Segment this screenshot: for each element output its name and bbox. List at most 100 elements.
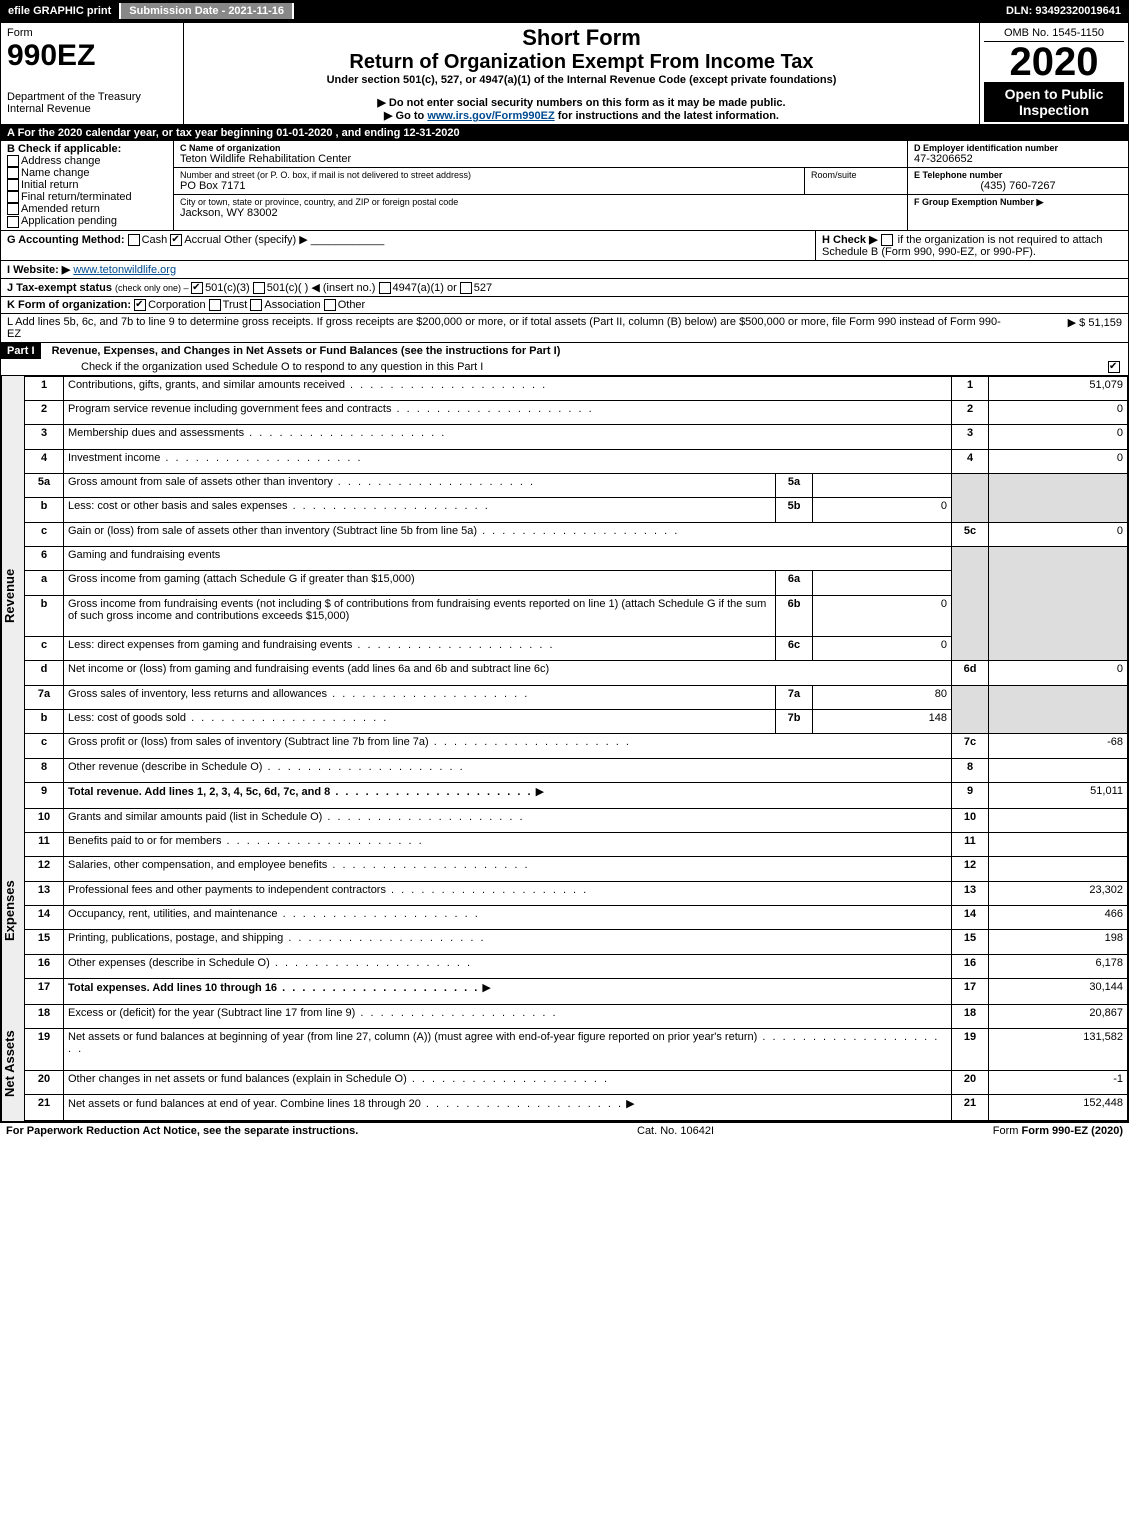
footer-mid: Cat. No. 10642I — [637, 1125, 714, 1137]
ssn-warning: ▶ Do not enter social security numbers o… — [190, 96, 973, 109]
box-l: L Add lines 5b, 6c, and 7b to line 9 to … — [1, 314, 1128, 343]
opt: Association — [264, 299, 320, 311]
box-c-label: C Name of organization — [180, 143, 901, 153]
check-final-return[interactable] — [7, 191, 19, 203]
cash-label: Cash — [142, 234, 168, 246]
box-l-amount: ▶ $ 51,159 — [1002, 316, 1122, 340]
box-i: I Website: ▶ www.tetonwildlife.org — [1, 261, 1128, 279]
open-public: Open to Public Inspection — [984, 82, 1124, 122]
line-14: 14Occupancy, rent, utilities, and mainte… — [25, 906, 1128, 930]
street-label: Number and street (or P. O. box, if mail… — [180, 170, 798, 180]
part1-header-row: Part I Revenue, Expenses, and Changes in… — [1, 343, 1128, 376]
part1-check-text: Check if the organization used Schedule … — [81, 361, 1108, 373]
footer-right: Form Form 990-EZ (2020) — [993, 1125, 1123, 1137]
goto-pre: ▶ Go to — [384, 110, 427, 122]
check-corp[interactable] — [134, 299, 146, 311]
form-number: 990EZ — [7, 39, 177, 73]
dln: DLN: 93492320019641 — [998, 3, 1129, 19]
line-19: 19Net assets or fund balances at beginni… — [25, 1029, 1128, 1070]
line-20: 20Other changes in net assets or fund ba… — [25, 1070, 1128, 1094]
line-6: 6Gaming and fundraising events — [25, 547, 1128, 571]
vlabel-expenses: Expenses — [1, 816, 24, 1006]
line-6d: dNet income or (loss) from gaming and fu… — [25, 661, 1128, 685]
submission-date: Submission Date - 2021-11-16 — [121, 3, 294, 19]
goto-line: ▶ Go to www.irs.gov/Form990EZ for instru… — [190, 109, 973, 122]
opt: 527 — [474, 282, 492, 294]
box-k: K Form of organization: Corporation Trus… — [1, 297, 1128, 314]
footer-left: For Paperwork Reduction Act Notice, see … — [6, 1125, 358, 1137]
irs-link[interactable]: www.irs.gov/Form990EZ — [427, 110, 554, 122]
line-9: 9Total revenue. Add lines 1, 2, 3, 4, 5c… — [25, 783, 1128, 809]
phone: (435) 760-7267 — [914, 180, 1122, 192]
website-link[interactable]: www.tetonwildlife.org — [73, 264, 176, 276]
info-boxes: B Check if applicable: Address change Na… — [1, 141, 1128, 231]
header-center: Short Form Return of Organization Exempt… — [184, 23, 979, 124]
vlabel-revenue: Revenue — [1, 376, 24, 816]
check-initial-return[interactable] — [7, 179, 19, 191]
box-l-text: L Add lines 5b, 6c, and 7b to line 9 to … — [7, 316, 1002, 340]
chk-label: Name change — [21, 167, 90, 179]
top-bar: efile GRAPHIC print Submission Date - 20… — [0, 0, 1129, 22]
check-amended[interactable] — [7, 203, 19, 215]
line-7c: cGross profit or (loss) from sales of in… — [25, 734, 1128, 758]
line-10: 10Grants and similar amounts paid (list … — [25, 808, 1128, 832]
line-5c: cGain or (loss) from sale of assets othe… — [25, 522, 1128, 546]
box-h-label: H Check ▶ — [822, 234, 881, 246]
section-a: A For the 2020 calendar year, or tax yea… — [1, 125, 1128, 141]
chk-label: Final return/terminated — [21, 191, 132, 203]
check-527[interactable] — [460, 282, 472, 294]
check-trust[interactable] — [209, 299, 221, 311]
box-j-label: J Tax-exempt status — [7, 282, 112, 294]
line-13: 13Professional fees and other payments t… — [25, 881, 1128, 905]
room-label: Room/suite — [805, 168, 907, 194]
box-g: G Accounting Method: Cash Accrual Other … — [1, 231, 816, 260]
title-short: Short Form — [190, 25, 973, 51]
form-container: Form 990EZ Department of the Treasury In… — [0, 22, 1129, 1122]
other-label: Other (specify) ▶ — [224, 234, 308, 246]
line-16: 16Other expenses (describe in Schedule O… — [25, 954, 1128, 978]
check-schedule-o[interactable] — [1108, 361, 1120, 373]
line-12: 12Salaries, other compensation, and empl… — [25, 857, 1128, 881]
check-cash[interactable] — [128, 234, 140, 246]
box-j: J Tax-exempt status (check only one) – 5… — [1, 279, 1128, 297]
ein: 47-3206652 — [914, 153, 1122, 165]
check-h[interactable] — [881, 234, 893, 246]
check-address-change[interactable] — [7, 155, 19, 167]
under-section: Under section 501(c), 527, or 4947(a)(1)… — [190, 74, 973, 86]
efile-print-button[interactable]: efile GRAPHIC print — [0, 3, 121, 19]
opt: Corporation — [148, 299, 205, 311]
check-501c3[interactable] — [191, 282, 203, 294]
line-2: 2Program service revenue including gover… — [25, 401, 1128, 425]
check-other-org[interactable] — [324, 299, 336, 311]
check-assoc[interactable] — [250, 299, 262, 311]
line-15: 15Printing, publications, postage, and s… — [25, 930, 1128, 954]
box-k-label: K Form of organization: — [7, 299, 131, 311]
box-f-label: F Group Exemption Number ▶ — [914, 197, 1122, 208]
chk-label: Application pending — [21, 215, 117, 227]
footer: For Paperwork Reduction Act Notice, see … — [0, 1122, 1129, 1139]
opt: Other — [338, 299, 366, 311]
line-21: 21Net assets or fund balances at end of … — [25, 1094, 1128, 1120]
title-main: Return of Organization Exempt From Incom… — [190, 51, 973, 74]
part1-body: Revenue Expenses Net Assets 1Contributio… — [1, 376, 1128, 1121]
box-g-label: G Accounting Method: — [7, 234, 125, 246]
dept-label: Department of the Treasury Internal Reve… — [7, 91, 177, 115]
org-name: Teton Wildlife Rehabilitation Center — [180, 153, 901, 165]
check-501c[interactable] — [253, 282, 265, 294]
line-7a: 7aGross sales of inventory, less returns… — [25, 685, 1128, 709]
line-4: 4Investment income40 — [25, 449, 1128, 473]
vlabel-netassets: Net Assets — [1, 1006, 24, 1121]
chk-label: Amended return — [21, 203, 100, 215]
line-18: 18Excess or (deficit) for the year (Subt… — [25, 1004, 1128, 1028]
box-c: C Name of organization Teton Wildlife Re… — [174, 141, 908, 230]
line-5a: 5aGross amount from sale of assets other… — [25, 474, 1128, 498]
box-i-label: I Website: ▶ — [7, 264, 70, 276]
city: Jackson, WY 83002 — [180, 207, 901, 219]
check-accrual[interactable] — [170, 234, 182, 246]
line-11: 11Benefits paid to or for members11 — [25, 833, 1128, 857]
check-4947[interactable] — [379, 282, 391, 294]
check-name-change[interactable] — [7, 167, 19, 179]
part1-title: Revenue, Expenses, and Changes in Net As… — [44, 345, 561, 357]
accrual-label: Accrual — [184, 234, 221, 246]
check-app-pending[interactable] — [7, 216, 19, 228]
